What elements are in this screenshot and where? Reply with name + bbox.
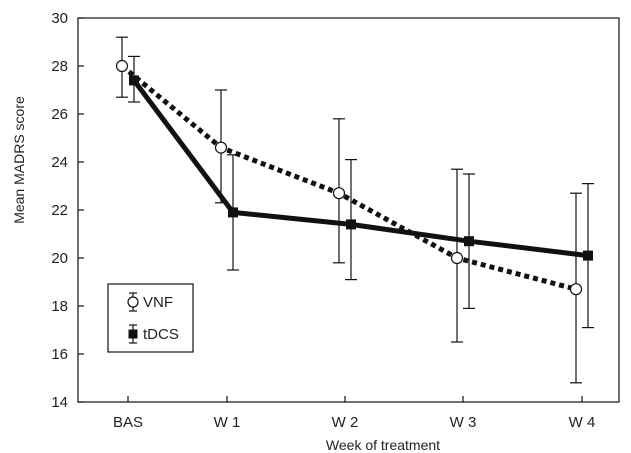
x-axis-title: Week of treatment	[326, 437, 440, 453]
data-point	[346, 219, 356, 230]
data-point	[569, 283, 583, 296]
y-axis-ticks: 14 16 18 20 22 24 26 28 30	[51, 10, 84, 411]
y-tick-label: 26	[51, 106, 68, 123]
series-layer	[115, 36, 594, 384]
legend-items: VNF tDCS	[127, 292, 179, 344]
x-tick-label: W 2	[332, 414, 359, 431]
markers-vnf	[115, 59, 583, 296]
legend-item-tdcs: tDCS	[128, 324, 179, 344]
data-point	[228, 207, 238, 218]
markers-tdcs	[129, 75, 593, 261]
y-tick-label: 24	[51, 154, 68, 171]
y-tick-label: 16	[51, 346, 68, 363]
y-tick-label: 22	[51, 202, 68, 219]
x-axis-ticks: BAS W 1 W 2 W 3 W 4	[113, 396, 595, 431]
legend-label: VNF	[143, 294, 173, 311]
x-tick-label: BAS	[113, 414, 143, 431]
legend-item-vnf: VNF	[127, 292, 173, 312]
data-point	[115, 59, 129, 73]
x-tick-label: W 3	[450, 414, 477, 431]
y-axis-title: Mean MADRS score	[11, 96, 27, 224]
data-point	[129, 75, 139, 86]
data-point	[464, 236, 474, 247]
x-tick-label: W 1	[214, 414, 241, 431]
legend: VNF tDCS	[107, 283, 194, 353]
y-tick-label: 28	[51, 58, 68, 75]
y-tick-label: 14	[51, 394, 68, 411]
data-point	[450, 251, 464, 265]
legend-marker	[127, 296, 139, 308]
data-point	[332, 187, 346, 200]
legend-label: tDCS	[143, 326, 179, 343]
data-point	[583, 250, 593, 261]
x-tick-label: W 4	[569, 414, 596, 431]
legend-box	[107, 283, 194, 353]
legend-marker	[128, 329, 138, 339]
y-tick-label: 30	[51, 10, 68, 27]
y-tick-label: 18	[51, 298, 68, 315]
y-tick-label: 20	[51, 250, 68, 267]
data-point	[214, 141, 228, 154]
